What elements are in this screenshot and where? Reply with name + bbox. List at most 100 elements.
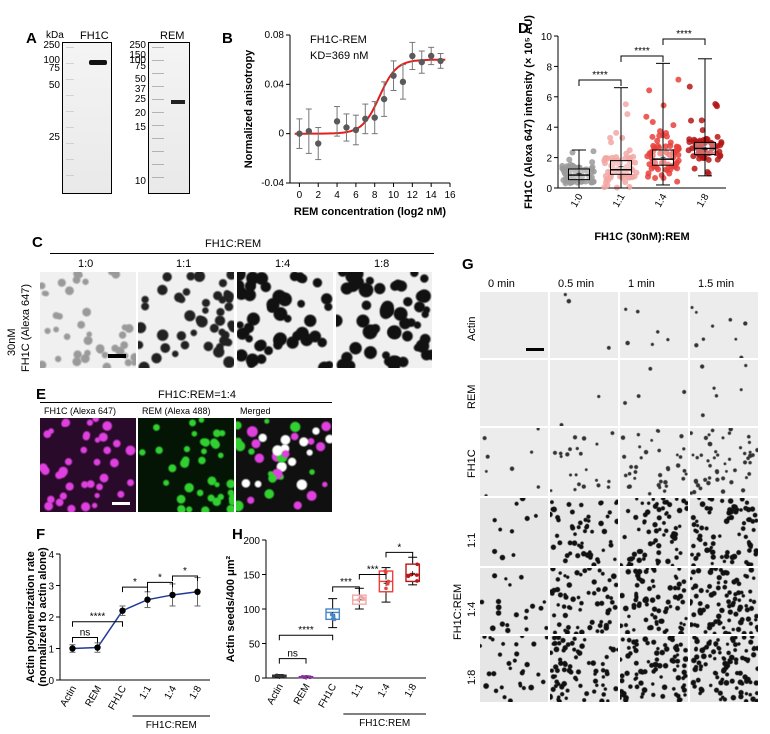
- group-label: FH1C:REM: [359, 718, 410, 729]
- panel-g-row-label: REM: [466, 384, 478, 409]
- y-tick-label: 150: [243, 571, 260, 582]
- data-point: [609, 160, 616, 167]
- data-point: [662, 143, 669, 150]
- kd-annotation: KD=369 nM: [310, 50, 368, 62]
- data-point: [660, 102, 667, 109]
- data-point: [713, 101, 720, 108]
- data-point: [415, 562, 419, 567]
- data-point: [352, 126, 360, 134]
- panel-e-ch3: Merged: [240, 406, 271, 416]
- panel-c-header-line: [50, 253, 434, 254]
- significance-label: ns: [287, 649, 298, 660]
- data-point: [648, 165, 655, 172]
- x-tick-label: 1:8: [403, 682, 420, 700]
- data-point: [624, 111, 631, 118]
- x-tick-label: 12: [407, 190, 419, 201]
- panel-g-time-label: 0 min: [488, 278, 515, 290]
- y-axis-label-2: (normalized to actin alone): [37, 547, 49, 687]
- data-point: [399, 78, 407, 86]
- mean-marker: +: [410, 569, 416, 580]
- panel-g-image: [620, 568, 688, 634]
- panel-g-image: [690, 568, 758, 634]
- ladder-1-label: 75: [48, 63, 60, 74]
- data-point: [194, 588, 201, 595]
- panel-e-header: FH1C:REM=1:4: [158, 389, 236, 401]
- scale-bar: [526, 348, 544, 351]
- x-tick-label: 6: [353, 190, 359, 201]
- data-point: [649, 133, 656, 140]
- data-point: [657, 128, 664, 135]
- data-point: [675, 76, 682, 83]
- data-point: [608, 139, 615, 146]
- ladder-2-label: 50: [134, 74, 146, 85]
- y-tick-label: 3: [48, 582, 54, 593]
- mean-marker: +: [702, 145, 708, 156]
- data-point: [333, 118, 341, 125]
- box: [568, 168, 590, 181]
- anisotropy-chart: -0.04 0 0.04 0.08 0 2 4 6 8 10 12 14 16 REM concentra…: [243, 30, 456, 218]
- significance-label: *: [397, 542, 401, 553]
- ladder-2-label: 100: [129, 55, 146, 66]
- y-tick-label: -0.04: [261, 178, 284, 189]
- x-axis-label: FH1C (30nM):REM: [594, 231, 689, 243]
- y-tick-label: 0: [546, 184, 552, 195]
- panel-c-image-4: [336, 272, 432, 368]
- panel-g-image: [550, 568, 618, 634]
- x-tick-label: 14: [426, 190, 438, 201]
- panel-g-image: [550, 292, 618, 358]
- data-point: [709, 142, 716, 149]
- data-point: [631, 173, 638, 180]
- x-tick-label: 1:8: [188, 684, 205, 702]
- panel-label-d: D: [518, 20, 529, 37]
- mean-marker: +: [576, 170, 582, 181]
- significance-bracket: [278, 634, 334, 641]
- data-point: [626, 183, 633, 190]
- data-point: [643, 113, 650, 120]
- panel-label-c: C: [32, 234, 43, 251]
- data-point: [383, 569, 387, 573]
- panel-e-image-2: [138, 418, 234, 512]
- data-point: [384, 586, 388, 591]
- data-point: [418, 58, 425, 66]
- x-tick-label: 4: [334, 190, 340, 201]
- data-point: [362, 115, 369, 123]
- panel-g-row-label: FH1C: [466, 449, 478, 478]
- data-point: [667, 139, 674, 146]
- x-tick-label: 0: [297, 190, 303, 201]
- ladder-2-label: 75: [134, 61, 146, 72]
- y-tick-label: 4: [546, 123, 552, 134]
- significance-bracket: [172, 575, 198, 582]
- x-tick-label: Actin: [265, 682, 286, 707]
- data-point: [613, 129, 620, 136]
- data-point: [359, 595, 364, 599]
- data-point: [371, 114, 378, 121]
- panel-e-header-line: [40, 402, 332, 403]
- data-point: [584, 168, 591, 175]
- data-point: [654, 137, 661, 144]
- data-point: [169, 591, 176, 599]
- panel-g-image: [690, 292, 758, 358]
- significance-label: ***: [367, 565, 379, 576]
- data-point: [632, 159, 639, 166]
- y-axis-label: Normalized anisotropy: [243, 49, 255, 168]
- y-tick-label: 100: [243, 605, 260, 616]
- data-point: [688, 117, 695, 124]
- ladder-2-label: 15: [134, 122, 146, 133]
- data-point: [590, 148, 597, 155]
- data-point: [305, 128, 313, 135]
- data-point: [717, 153, 724, 160]
- ladder-2-label: 25: [134, 94, 146, 105]
- significance-label: ****: [676, 29, 692, 40]
- x-axis-label: REM concentration (log2 nM): [294, 206, 447, 218]
- gel-kda-label: kDa: [46, 30, 64, 41]
- panel-c-ratio-label: 1:1: [176, 258, 192, 270]
- series-line: [72, 591, 198, 650]
- significance-bracket: [662, 38, 706, 45]
- ladder-1-label: 50: [48, 80, 60, 91]
- data-point: [559, 162, 566, 169]
- x-tick-label: 8: [372, 190, 378, 201]
- data-point: [644, 153, 651, 160]
- panel-c-row-label-1: 30nM: [6, 328, 18, 356]
- data-point: [406, 574, 411, 579]
- significance-bracket: [620, 55, 664, 62]
